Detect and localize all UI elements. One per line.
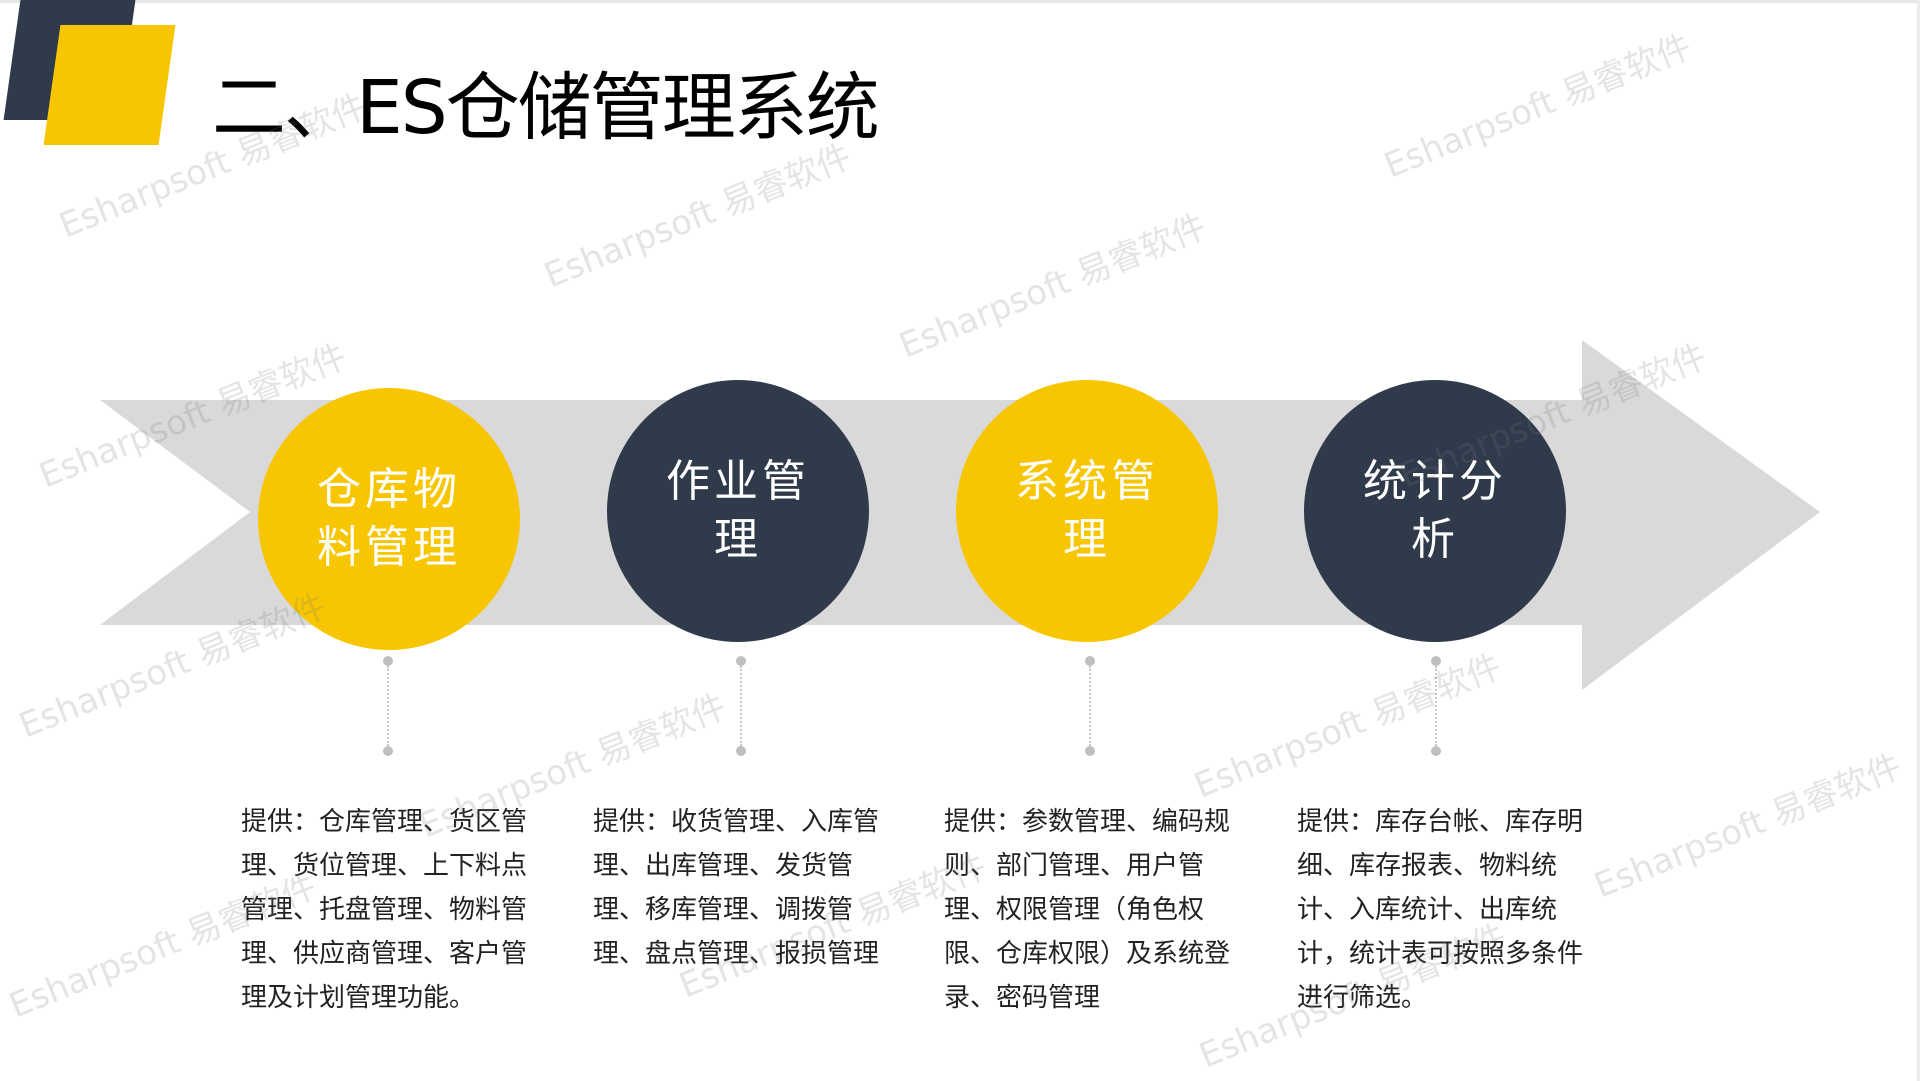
page-title: 二、ES仓储管理系统 (212, 65, 880, 151)
step-circle-2: 作业管理 (607, 380, 869, 642)
step-label: 统计分析 (1363, 456, 1507, 565)
step-circle-1: 仓库物料管理 (258, 388, 520, 650)
right-border (1917, 0, 1920, 1081)
step-description-1: 提供：仓库管理、货区管理、货位管理、上下料点管理、托盘管理、物料管理、供应商管理… (241, 807, 528, 1013)
top-border (0, 0, 1920, 3)
connector-2 (735, 656, 747, 756)
step-description-4: 提供：库存台帐、库存明细、库存报表、物料统计、入库统计、出库统计，统计表可按照多… (1297, 807, 1584, 1013)
step-description-3: 提供：参数管理、编码规则、部门管理、用户管理、权限管理（角色权限、仓库权限）及系… (944, 807, 1231, 1013)
connector-3 (1084, 656, 1096, 756)
connector-4 (1430, 656, 1442, 756)
step-label: 仓库物料管理 (317, 464, 461, 573)
step-label: 作业管理 (666, 456, 810, 565)
step-circle-4: 统计分析 (1304, 380, 1566, 642)
connector-1 (382, 656, 394, 756)
step-label: 系统管理 (1015, 456, 1159, 565)
step-circle-3: 系统管理 (956, 380, 1218, 642)
step-description-2: 提供：收货管理、入库管理、出库管理、发货管理、移库管理、调拨管理、盘点管理、报损… (593, 807, 880, 969)
